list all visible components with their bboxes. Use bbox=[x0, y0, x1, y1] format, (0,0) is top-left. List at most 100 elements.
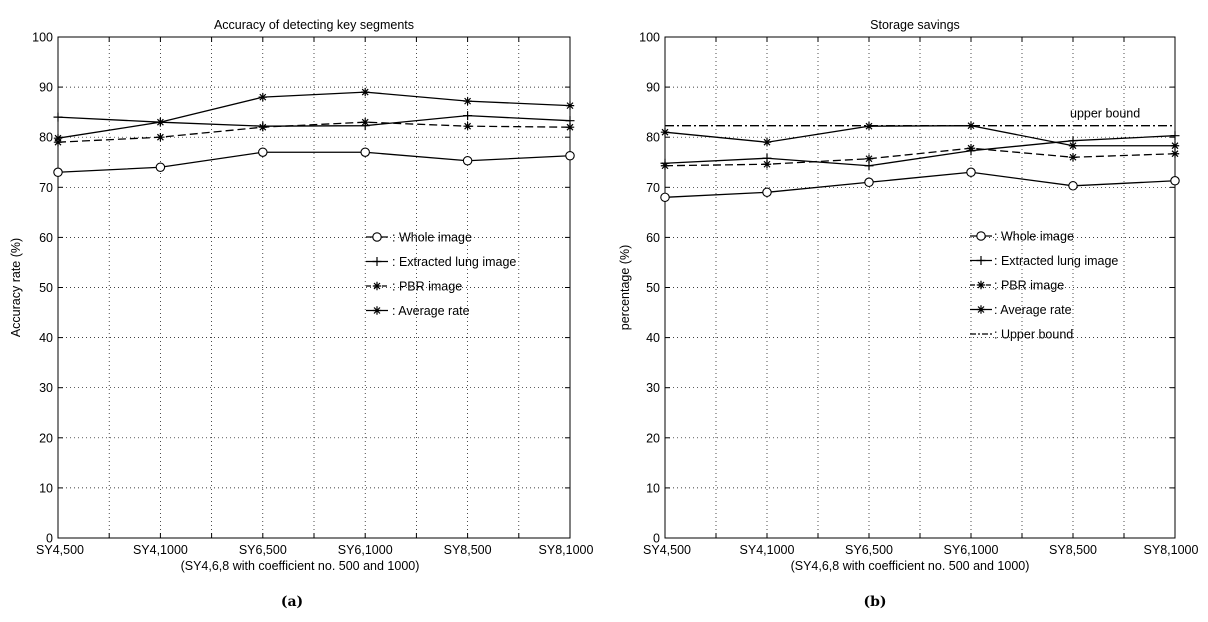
x-tick-label: SY4,1000 bbox=[740, 543, 795, 557]
data-point bbox=[258, 122, 267, 132]
y-tick-label: 0 bbox=[653, 532, 660, 546]
y-tick-label: 30 bbox=[646, 381, 660, 395]
legend-label: : Average rate bbox=[392, 304, 470, 318]
legend-entry: : Average rate bbox=[366, 304, 470, 318]
legend-label: : Whole image bbox=[994, 230, 1074, 244]
series-pbr-image bbox=[660, 144, 1180, 170]
series-line bbox=[664, 125, 1175, 147]
data-point bbox=[864, 177, 874, 188]
data-point bbox=[660, 192, 670, 203]
x-tick-label: SY8,1000 bbox=[539, 543, 594, 557]
legend-entry: : Whole image bbox=[366, 231, 472, 245]
panel-caption: (b) bbox=[863, 594, 886, 610]
x-tick-label: SY6,500 bbox=[845, 543, 893, 557]
legend-entry: : PBR image bbox=[970, 279, 1064, 293]
data-point bbox=[258, 147, 268, 157]
data-point bbox=[660, 127, 670, 137]
x-axis-label: (SY4,6,8 with coefficient no. 500 and 10… bbox=[181, 559, 420, 573]
legend-entry: : Average rate bbox=[970, 303, 1072, 317]
legend-entry: : PBR image bbox=[366, 280, 462, 294]
data-point bbox=[155, 162, 166, 173]
legend-label: : Extracted lung image bbox=[994, 254, 1118, 268]
series-line bbox=[57, 115, 571, 127]
legend-entry: : Whole image bbox=[970, 230, 1074, 244]
x-tick-label: SY6,1000 bbox=[944, 543, 999, 557]
data-point bbox=[463, 121, 472, 131]
y-axis-label: percentage (%) bbox=[618, 245, 632, 330]
data-point bbox=[1170, 141, 1180, 150]
legend-entry: : Extracted lung image bbox=[970, 254, 1118, 268]
data-point bbox=[565, 122, 575, 132]
x-tick-label: SY4,500 bbox=[36, 543, 84, 557]
legend: : Whole image : Extracted lung image : PBR… bbox=[366, 231, 516, 318]
legend-label: : Upper bound bbox=[994, 328, 1073, 342]
legend: : Whole image : Extracted lung image : PBR… bbox=[970, 230, 1118, 342]
data-point bbox=[1068, 153, 1078, 162]
legend-label: : Whole image bbox=[392, 231, 472, 245]
panel-caption: (a) bbox=[281, 594, 303, 610]
series-line bbox=[57, 121, 571, 143]
data-point bbox=[53, 112, 63, 122]
series-extracted-lung-image bbox=[53, 111, 575, 131]
data-point bbox=[258, 92, 267, 102]
data-point bbox=[966, 167, 976, 178]
y-tick-label: 50 bbox=[39, 281, 53, 295]
legend-marker bbox=[976, 305, 986, 314]
data-point bbox=[1170, 149, 1180, 158]
y-tick-label: 20 bbox=[39, 431, 53, 445]
y-tick-label: 90 bbox=[39, 81, 53, 95]
data-point bbox=[762, 160, 772, 169]
data-point bbox=[463, 111, 473, 121]
x-tick-label: SY6,1000 bbox=[338, 543, 393, 557]
y-tick-label: 40 bbox=[39, 331, 53, 345]
data-point bbox=[1170, 176, 1180, 186]
data-point bbox=[360, 147, 370, 157]
legend-label: : Extracted lung image bbox=[392, 255, 516, 269]
y-tick-label: 70 bbox=[646, 181, 660, 195]
legend-label: : PBR image bbox=[392, 280, 462, 294]
series-line bbox=[664, 135, 1176, 167]
x-tick-label: SY4,1000 bbox=[133, 543, 188, 557]
y-tick-label: 10 bbox=[39, 481, 53, 495]
y-tick-label: 100 bbox=[639, 31, 660, 45]
y-tick-label: 80 bbox=[646, 131, 660, 145]
x-tick-label: SY4,500 bbox=[643, 543, 691, 557]
data-point bbox=[1068, 141, 1078, 150]
series-line bbox=[57, 91, 571, 139]
legend-marker bbox=[372, 281, 382, 291]
data-point bbox=[53, 167, 63, 178]
data-point bbox=[156, 117, 165, 127]
y-tick-label: 40 bbox=[646, 331, 660, 345]
data-point bbox=[462, 155, 473, 166]
x-tick-label: SY8,1000 bbox=[1144, 543, 1199, 557]
chart-panel-b: 0 10 20 30 40 50 60 70 80 90 100 SY4,500 SY4,1000 SY6… bbox=[618, 18, 1198, 610]
y-tick-label: 60 bbox=[646, 231, 660, 245]
data-point bbox=[762, 138, 772, 147]
data-point bbox=[966, 144, 976, 153]
x-tick-label: SY8,500 bbox=[444, 543, 492, 557]
data-point bbox=[53, 134, 63, 143]
legend-marker bbox=[976, 231, 986, 241]
x-tick-label: SY8,500 bbox=[1049, 543, 1097, 557]
series-average-rate bbox=[53, 87, 575, 143]
legend-marker bbox=[372, 306, 382, 315]
y-tick-label: 0 bbox=[46, 532, 53, 546]
data-point bbox=[156, 133, 165, 142]
data-point bbox=[565, 101, 575, 110]
data-point bbox=[1068, 181, 1078, 191]
series-line bbox=[664, 171, 1176, 198]
data-point bbox=[361, 117, 370, 127]
upper-bound-annotation: upper bound bbox=[1070, 107, 1140, 121]
data-point bbox=[864, 154, 874, 163]
legend-entry: : Upper bound bbox=[970, 328, 1073, 342]
y-tick-label: 50 bbox=[646, 281, 660, 295]
data-point bbox=[1170, 131, 1180, 141]
x-axis-label: (SY4,6,8 with coefficient no. 500 and 10… bbox=[791, 559, 1030, 573]
y-tick-label: 20 bbox=[646, 431, 660, 445]
series-line bbox=[57, 151, 571, 173]
legend-label: : PBR image bbox=[994, 279, 1064, 293]
series-line bbox=[664, 147, 1176, 167]
chart-panel-a: 0 10 20 30 40 50 60 70 80 90 100 SY4,500 SY4,1000 SY6… bbox=[9, 18, 593, 610]
data-point bbox=[660, 161, 670, 170]
